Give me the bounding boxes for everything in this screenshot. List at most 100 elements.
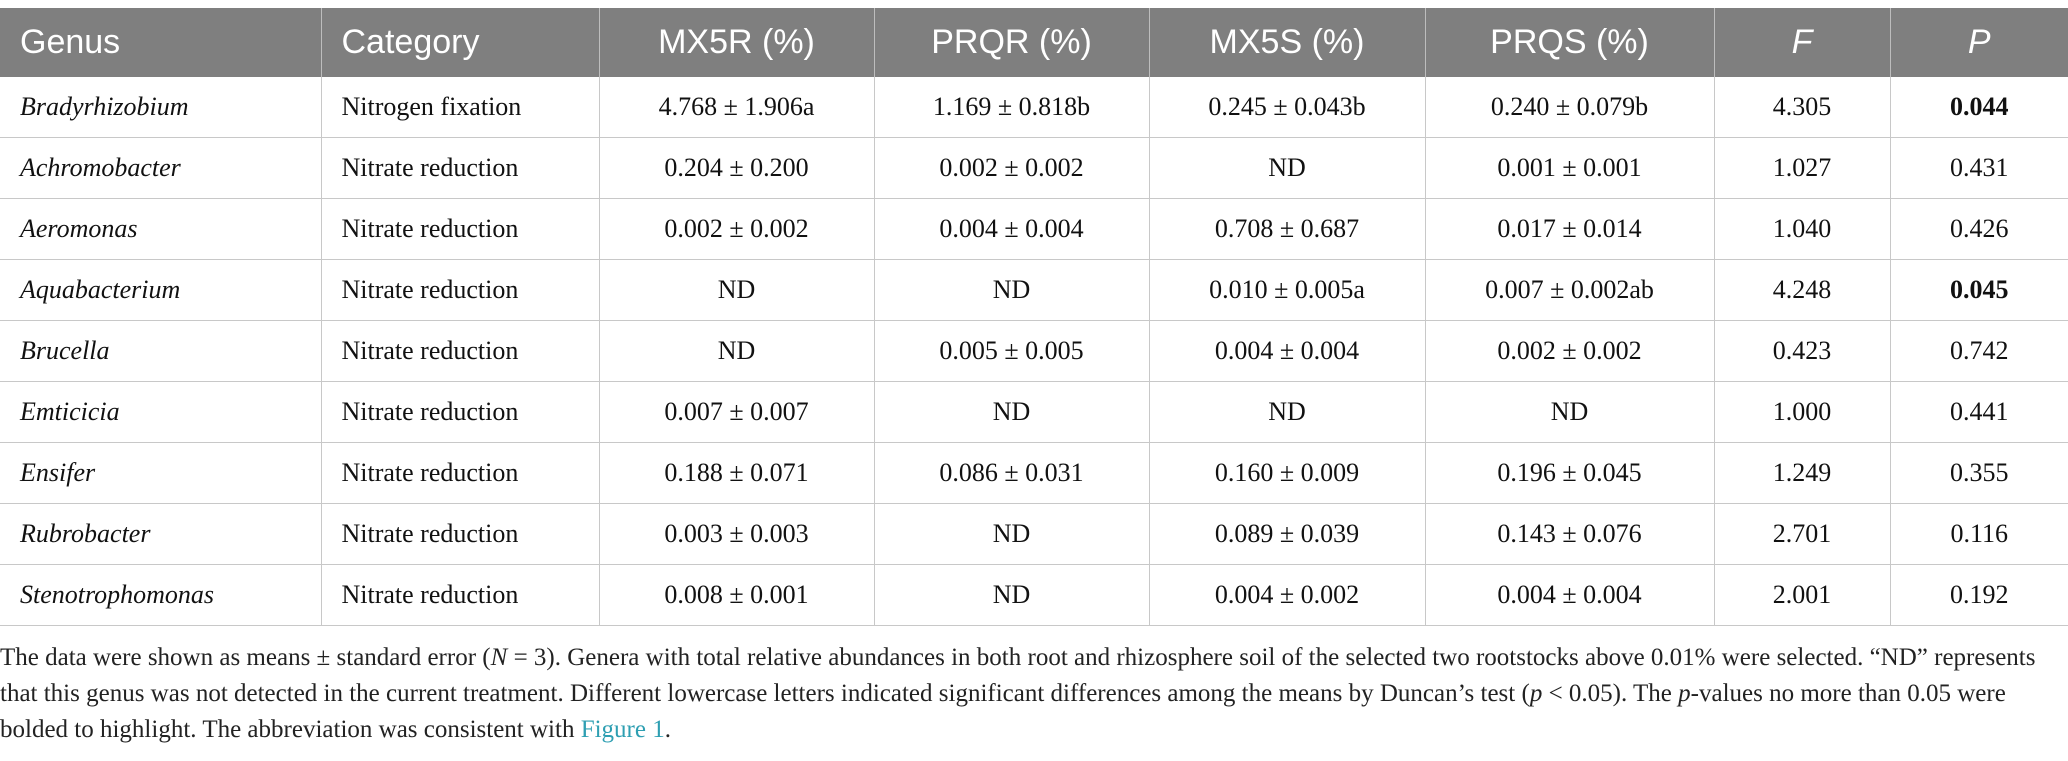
table-row: Emticicia Nitrate reduction 0.007 ± 0.007 N… bbox=[0, 381, 2068, 443]
cell-mx5s: 0.160 ± 0.009 bbox=[1148, 442, 1425, 504]
table-header: Genus Category MX5R (%) PRQR (%) MX5S (%… bbox=[0, 8, 2068, 77]
cell-p: 0.045 bbox=[1889, 259, 2068, 321]
cell-mx5r: 0.002 ± 0.002 bbox=[598, 198, 874, 260]
table-row: Rubrobacter Nitrate reduction 0.003 ± 0.00… bbox=[0, 503, 2068, 565]
cell-prqs: 0.001 ± 0.001 bbox=[1424, 137, 1714, 199]
cell-f: 2.701 bbox=[1713, 503, 1890, 565]
cell-p: 0.426 bbox=[1889, 198, 2068, 260]
cell-category: Nitrate reduction bbox=[320, 564, 599, 626]
table-row: Ensifer Nitrate reduction 0.188 ± 0.071 0.0… bbox=[0, 442, 2068, 504]
cell-prqr: 0.002 ± 0.002 bbox=[873, 137, 1149, 199]
cell-p: 0.742 bbox=[1889, 320, 2068, 382]
cell-prqs: 0.002 ± 0.002 bbox=[1424, 320, 1714, 382]
cell-f: 2.001 bbox=[1713, 564, 1890, 626]
footnote-p-symbol: p bbox=[1529, 680, 1543, 707]
header-prqr: PRQR (%) bbox=[873, 8, 1149, 77]
cell-genus: Stenotrophomonas bbox=[0, 564, 321, 626]
header-category: Category bbox=[320, 8, 599, 77]
cell-mx5s: 0.010 ± 0.005a bbox=[1148, 259, 1425, 321]
cell-f: 1.040 bbox=[1713, 198, 1890, 260]
cell-category: Nitrate reduction bbox=[320, 503, 599, 565]
table-row: Aquabacterium Nitrate reduction ND ND 0.010 … bbox=[0, 259, 2068, 321]
cell-category: Nitrate reduction bbox=[320, 137, 599, 199]
cell-prqr: ND bbox=[873, 503, 1149, 565]
cell-f: 1.027 bbox=[1713, 137, 1890, 199]
cell-prqr: ND bbox=[873, 259, 1149, 321]
cell-category: Nitrate reduction bbox=[320, 320, 599, 382]
header-mx5s: MX5S (%) bbox=[1148, 8, 1425, 77]
table-container: Genus Category MX5R (%) PRQR (%) MX5S (%… bbox=[0, 8, 2068, 626]
footnote-p-symbol: p bbox=[1678, 680, 1691, 707]
cell-genus: Brucella bbox=[0, 320, 321, 382]
cell-category: Nitrogen fixation bbox=[320, 77, 599, 138]
cell-mx5r: 0.007 ± 0.007 bbox=[598, 381, 874, 443]
cell-f: 0.423 bbox=[1713, 320, 1890, 382]
table-row: Stenotrophomonas Nitrate reduction 0.008 ±… bbox=[0, 564, 2068, 626]
cell-f: 1.249 bbox=[1713, 442, 1890, 504]
cell-f: 1.000 bbox=[1713, 381, 1890, 443]
cell-mx5r: ND bbox=[598, 320, 874, 382]
cell-prqr: ND bbox=[873, 564, 1149, 626]
header-prqs: PRQS (%) bbox=[1424, 8, 1714, 77]
cell-prqr: 0.004 ± 0.004 bbox=[873, 198, 1149, 260]
table-row: Achromobacter Nitrate reduction 0.204 ± 0.… bbox=[0, 137, 2068, 199]
cell-genus: Emticicia bbox=[0, 381, 321, 443]
cell-mx5s: ND bbox=[1148, 137, 1425, 199]
cell-category: Nitrate reduction bbox=[320, 442, 599, 504]
cell-genus: Ensifer bbox=[0, 442, 321, 504]
cell-prqs: 0.143 ± 0.076 bbox=[1424, 503, 1714, 565]
table-body: Bradyrhizobium Nitrogen fixation 4.768 ± 1… bbox=[0, 77, 2068, 626]
cell-mx5r: 0.003 ± 0.003 bbox=[598, 503, 874, 565]
cell-prqr: 0.005 ± 0.005 bbox=[873, 320, 1149, 382]
cell-category: Nitrate reduction bbox=[320, 259, 599, 321]
cell-mx5s: 0.004 ± 0.002 bbox=[1148, 564, 1425, 626]
cell-mx5r: 0.188 ± 0.071 bbox=[598, 442, 874, 504]
footnote-text: -values no more than 0.05 were bolded to… bbox=[0, 680, 2006, 743]
cell-genus: Achromobacter bbox=[0, 137, 321, 199]
cell-category: Nitrate reduction bbox=[320, 198, 599, 260]
header-row: Genus Category MX5R (%) PRQR (%) MX5S (%… bbox=[0, 8, 2068, 77]
cell-prqs: 0.196 ± 0.045 bbox=[1424, 442, 1714, 504]
cell-mx5s: ND bbox=[1148, 381, 1425, 443]
cell-p: 0.116 bbox=[1889, 503, 2068, 565]
table-row: Aeromonas Nitrate reduction 0.002 ± 0.002 0… bbox=[0, 198, 2068, 260]
figure-1-link[interactable]: Figure 1 bbox=[580, 716, 665, 743]
cell-prqr: 0.086 ± 0.031 bbox=[873, 442, 1149, 504]
cell-prqr: ND bbox=[873, 381, 1149, 443]
cell-genus: Rubrobacter bbox=[0, 503, 321, 565]
footnote-text: < 0.05). The bbox=[1542, 680, 1679, 707]
header-mx5r: MX5R (%) bbox=[598, 8, 874, 77]
cell-category: Nitrate reduction bbox=[320, 381, 599, 443]
footnote-text: = 3). Genera with total relative abundan… bbox=[0, 644, 2036, 707]
cell-mx5r: 4.768 ± 1.906a bbox=[598, 77, 874, 138]
cell-prqr: 1.169 ± 0.818b bbox=[873, 77, 1149, 138]
cell-mx5s: 0.004 ± 0.004 bbox=[1148, 320, 1425, 382]
cell-f: 4.248 bbox=[1713, 259, 1890, 321]
cell-genus: Aquabacterium bbox=[0, 259, 321, 321]
cell-prqs: 0.004 ± 0.004 bbox=[1424, 564, 1714, 626]
footnote-text: . bbox=[664, 716, 671, 743]
cell-p: 0.044 bbox=[1889, 77, 2068, 138]
cell-p: 0.431 bbox=[1889, 137, 2068, 199]
cell-prqs: 0.017 ± 0.014 bbox=[1424, 198, 1714, 260]
data-table: Genus Category MX5R (%) PRQR (%) MX5S (%… bbox=[0, 8, 2068, 626]
table-footnote: The data were shown as means ± standard … bbox=[0, 640, 2060, 748]
cell-mx5r: 0.204 ± 0.200 bbox=[598, 137, 874, 199]
cell-mx5s: 0.089 ± 0.039 bbox=[1148, 503, 1425, 565]
cell-prqs: 0.007 ± 0.002ab bbox=[1424, 259, 1714, 321]
footnote-n-symbol: N bbox=[490, 644, 508, 671]
cell-prqs: ND bbox=[1424, 381, 1714, 443]
cell-p: 0.355 bbox=[1889, 442, 2068, 504]
cell-mx5r: ND bbox=[598, 259, 874, 321]
footnote-text: The data were shown as means ± standard … bbox=[0, 644, 491, 671]
cell-mx5s: 0.245 ± 0.043b bbox=[1148, 77, 1425, 138]
cell-p: 0.192 bbox=[1889, 564, 2068, 626]
header-p: P bbox=[1889, 8, 2068, 77]
cell-genus: Bradyrhizobium bbox=[0, 77, 321, 138]
cell-p: 0.441 bbox=[1889, 381, 2068, 443]
table-row: Brucella Nitrate reduction ND 0.005 ± 0.005… bbox=[0, 320, 2068, 382]
cell-prqs: 0.240 ± 0.079b bbox=[1424, 77, 1714, 138]
cell-f: 4.305 bbox=[1713, 77, 1890, 138]
cell-mx5r: 0.008 ± 0.001 bbox=[598, 564, 874, 626]
header-genus: Genus bbox=[0, 8, 321, 77]
